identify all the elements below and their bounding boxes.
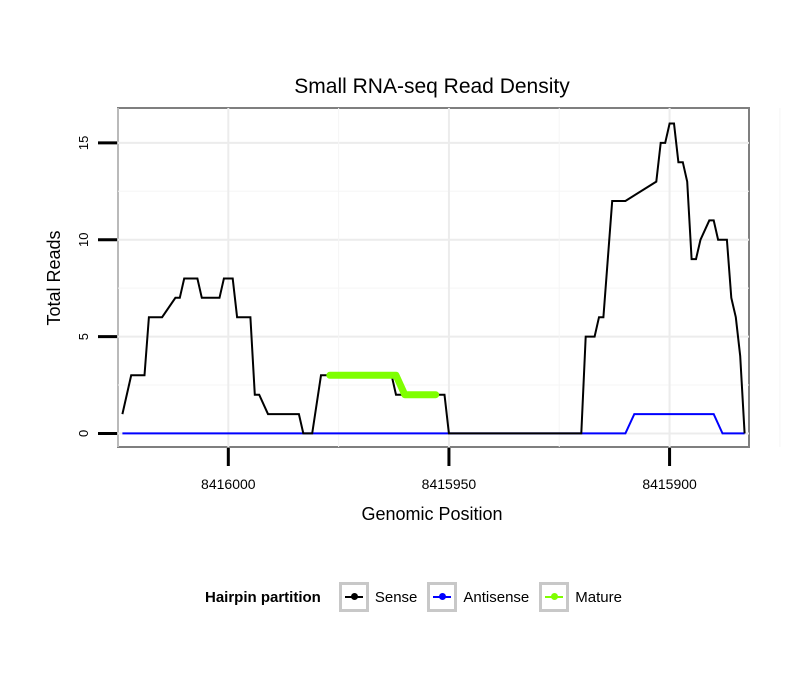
series-layer [121, 122, 746, 435]
series-line-sense [121, 122, 746, 435]
legend: Hairpin partition Sense Antisense Mature [205, 578, 622, 616]
x-tick-label: 8415900 [642, 476, 697, 492]
y-tick-label: 0 [76, 430, 91, 437]
series-line-mature [326, 371, 440, 399]
legend-label-antisense: Antisense [463, 588, 530, 606]
legend-key-antisense [427, 582, 458, 612]
legend-key-sense [338, 582, 369, 612]
x-tick-label: 8416000 [201, 476, 256, 492]
legend-label-mature: Mature [575, 588, 622, 606]
y-tick-label: 15 [76, 136, 91, 150]
x-axis-label: Genomic Position [361, 504, 502, 524]
axes-layer: 0 5 10 15 8416000 8415950 8415900 [76, 136, 697, 492]
legend-item-mature: Mature [539, 582, 622, 612]
x-tick-label: 8415950 [422, 476, 477, 492]
legend-title: Hairpin partition [205, 588, 321, 606]
legend-label-sense: Sense [374, 588, 418, 606]
y-axis-label: Total Reads [44, 230, 64, 325]
y-tick-label: 5 [76, 333, 91, 340]
y-tick-label: 10 [76, 232, 91, 246]
chart-title: Small RNA-seq Read Density [294, 75, 570, 98]
legend-key-mature [539, 582, 570, 612]
legend-item-antisense: Antisense [427, 582, 529, 612]
legend-item-sense: Sense [338, 582, 418, 612]
